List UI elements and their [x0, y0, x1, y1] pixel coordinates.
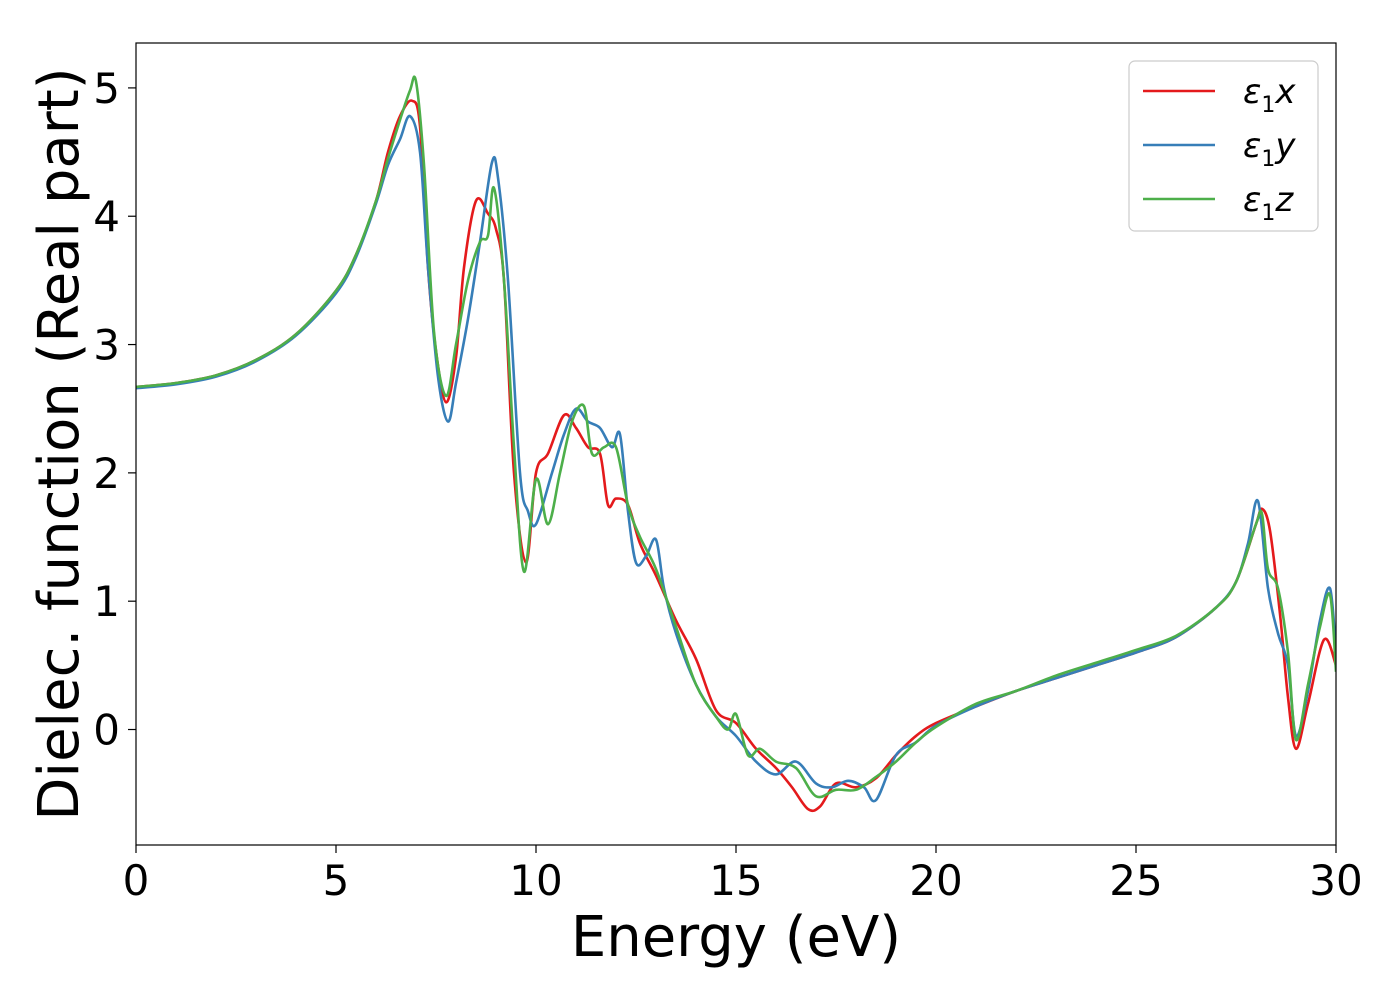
y-tick-label: 3	[93, 321, 120, 370]
y-tick-label: 5	[93, 64, 120, 113]
x-axis: 0 5 10 15 20 25 30	[123, 845, 1363, 905]
y-tick-label: 4	[93, 192, 120, 241]
y-axis: 0 1 2 3 4 5	[93, 64, 136, 755]
legend: ε1x ε1y ε1z	[1128, 60, 1319, 232]
x-tick-label: 15	[709, 856, 762, 905]
series-line-z	[136, 75, 1336, 799]
x-axis-title: Energy (eV)	[571, 905, 901, 970]
legend-label-y: ε1y	[1243, 126, 1296, 172]
x-tick-label: 25	[1109, 856, 1162, 905]
legend-box	[1128, 60, 1319, 232]
legend-label-x: ε1x	[1243, 72, 1296, 118]
y-axis-title: Dielec. function (Real part)	[27, 67, 92, 820]
x-tick-label: 5	[323, 856, 350, 905]
x-tick-label: 30	[1309, 856, 1362, 905]
y-tick-label: 1	[93, 577, 120, 626]
y-tick-label: 2	[93, 449, 120, 498]
series-layer	[136, 75, 1336, 813]
x-tick-label: 20	[909, 856, 962, 905]
y-tick-label: 0	[93, 706, 120, 755]
x-tick-label: 0	[123, 856, 150, 905]
x-tick-label: 10	[509, 856, 562, 905]
legend-label-z: ε1z	[1243, 180, 1294, 226]
